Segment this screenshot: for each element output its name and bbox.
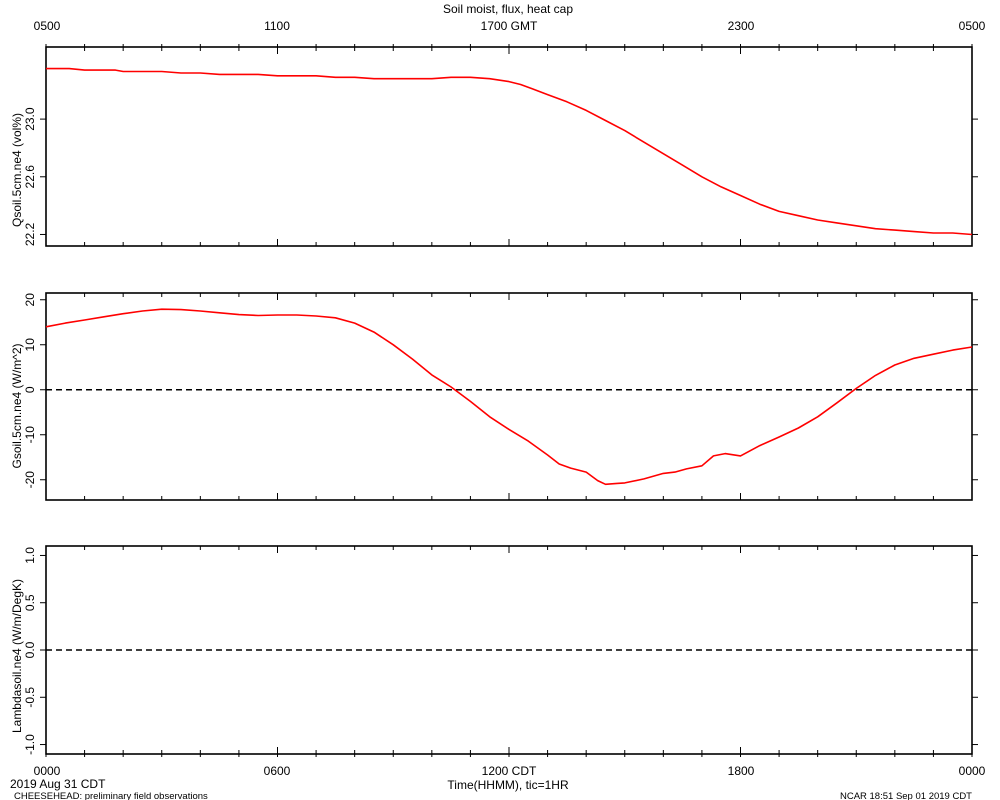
panel-3: -1.0 -0.5 0.0 0.5 1.0 Lambdasoil.ne4 (W/m/Deg…	[10, 545, 978, 757]
y-tick-label: -0.5	[23, 687, 37, 708]
x-axis-label: Time(HHMM), tic=1HR	[447, 778, 569, 792]
chart-title: Soil moist, flux, heat cap	[443, 2, 573, 16]
bottom-tick-label: 1200 CDT	[482, 764, 537, 778]
y-tick-label: 23.0	[23, 107, 37, 131]
y-tick-label: 22.6	[23, 165, 37, 189]
y-tick-label: 20	[23, 293, 37, 307]
top-tick-label: 2300	[728, 19, 755, 33]
bottom-tick-label: 0000	[959, 764, 986, 778]
y-axis-label: Lambdasoil.ne4 (W/m/DegK)	[10, 579, 24, 733]
y-tick-label: 0.0	[23, 641, 37, 658]
footer-date: 2019 Aug 31 CDT	[10, 777, 106, 791]
y-tick-label: -10	[23, 426, 37, 444]
y-tick-label: 1.0	[23, 547, 37, 564]
y-tick-label: -1.0	[23, 734, 37, 755]
top-tick-label: 1700 GMT	[481, 19, 538, 33]
panel-2: -20 -10 0 10 20 Gsoil.5cm.ne4 (W/m^2)	[10, 292, 978, 501]
y-tick-label: 22.2	[23, 222, 37, 246]
panel-frame	[45, 292, 973, 501]
footer-note: CHEESEHEAD: preliminary field observatio…	[14, 791, 208, 800]
y-tick-label: -20	[23, 471, 37, 489]
series-line	[45, 308, 973, 486]
series-line	[46, 67, 973, 236]
top-tick-label: 1100	[264, 19, 290, 33]
top-tick-label: 0500	[34, 19, 61, 33]
top-tick-label: 0500	[959, 19, 986, 33]
y-axis-label: Qsoil.5cm.ne4 (vol%)	[10, 113, 24, 227]
y-tick-label: 10	[23, 338, 37, 352]
bottom-tick-label: 0000	[34, 764, 61, 778]
panel-frame	[45, 46, 973, 247]
y-axis-label: Gsoil.5cm.ne4 (W/m^2)	[10, 344, 24, 469]
y-tick-label: 0	[23, 386, 37, 393]
footer-timestamp: NCAR 18:51 Sep 01 2019 CDT	[840, 791, 972, 800]
y-tick-label: 0.5	[23, 594, 37, 611]
bottom-tick-label: 1800	[728, 764, 755, 778]
bottom-tick-label: 0600	[264, 764, 291, 778]
